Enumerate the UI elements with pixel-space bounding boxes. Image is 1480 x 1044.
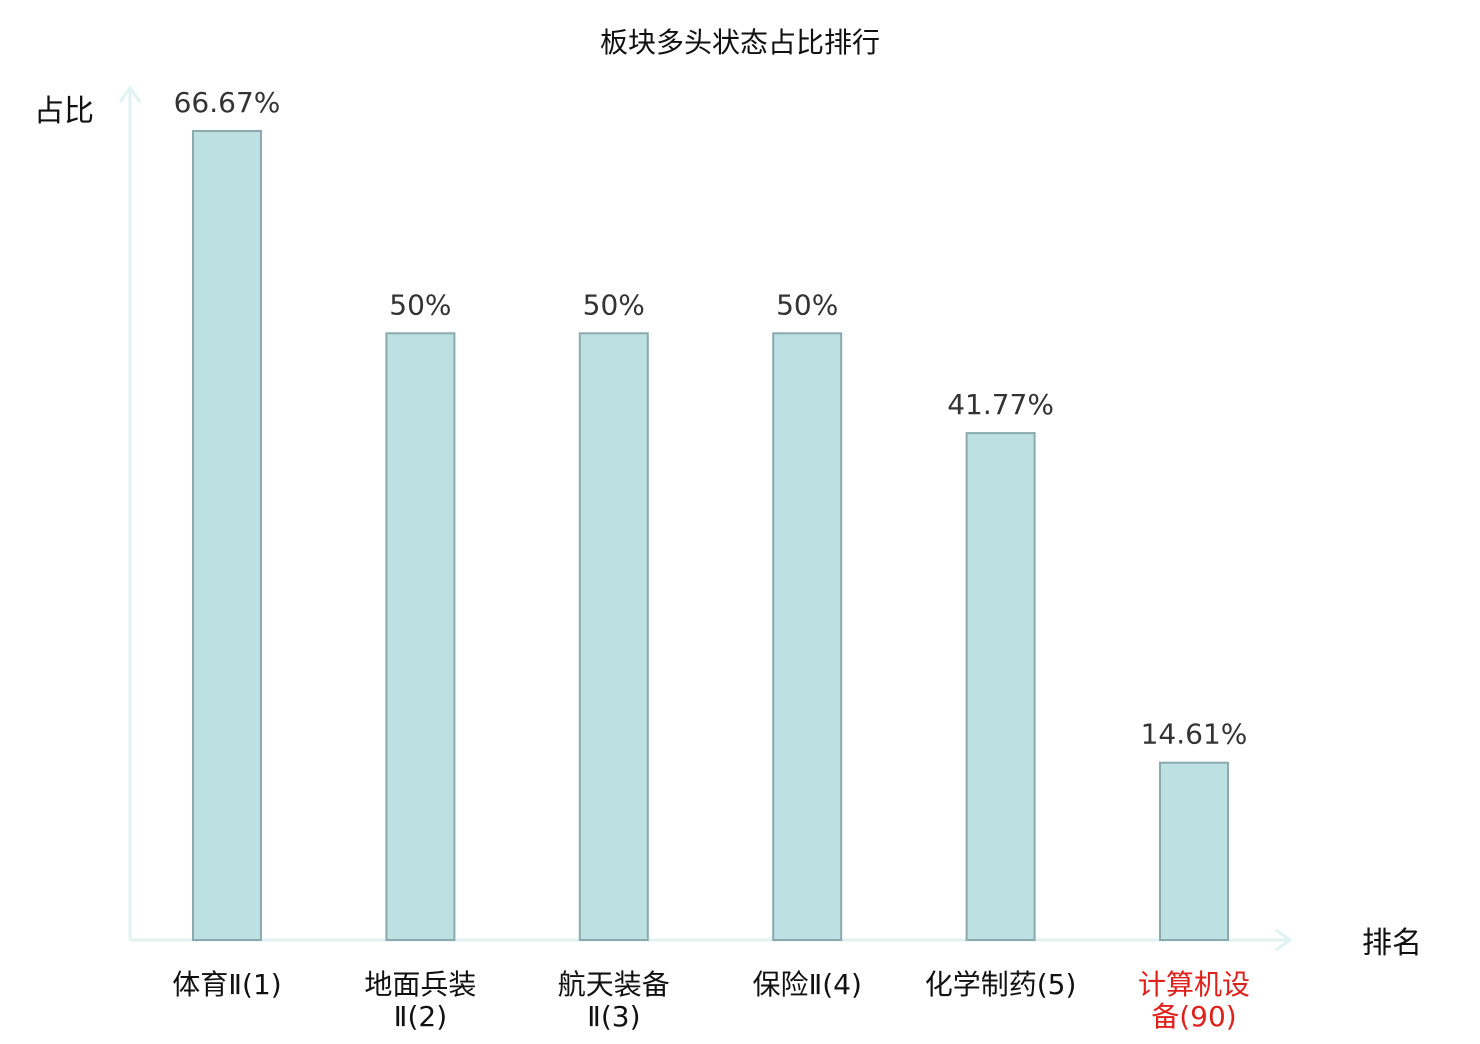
bar-value-label: 66.67% <box>174 86 281 119</box>
bars-group <box>192 130 1229 942</box>
bar <box>578 332 649 941</box>
bar-value-label: 14.61% <box>1141 718 1248 751</box>
y-axis-arrow <box>118 85 142 103</box>
y-axis-label: 占比 <box>34 94 94 129</box>
bar-value-label: 50% <box>776 288 838 321</box>
bar <box>1159 761 1229 942</box>
category-label-line2: 备(90) <box>1151 1000 1236 1033</box>
bar <box>385 332 456 941</box>
category-label: 计算机设 <box>1138 968 1250 1001</box>
category-label: 保险Ⅱ(4) <box>752 968 861 1001</box>
bar-value-label: 50% <box>583 288 645 321</box>
x-axis-label: 排名 <box>1362 926 1422 961</box>
category-label: 航天装备 <box>558 968 670 1001</box>
x-axis-arrow <box>1275 928 1293 952</box>
category-label: 化学制药(5) <box>925 968 1077 1001</box>
chart-title: 板块多头状态占比排行 <box>600 26 880 59</box>
bar-value-label: 50% <box>389 288 451 321</box>
value-labels-group: 66.67% 50% 50% 50% 41.77% 14.61% <box>174 86 1248 751</box>
category-label: 地面兵装 <box>364 968 476 1001</box>
category-label-line2: Ⅱ(3) <box>587 1000 640 1033</box>
bar <box>192 130 262 941</box>
category-label: 体育Ⅱ(1) <box>172 968 281 1001</box>
bar <box>772 332 843 941</box>
category-label-line2: Ⅱ(2) <box>394 1000 447 1033</box>
bar-value-label: 41.77% <box>947 388 1054 421</box>
bar <box>965 432 1036 941</box>
axes <box>118 85 1293 952</box>
